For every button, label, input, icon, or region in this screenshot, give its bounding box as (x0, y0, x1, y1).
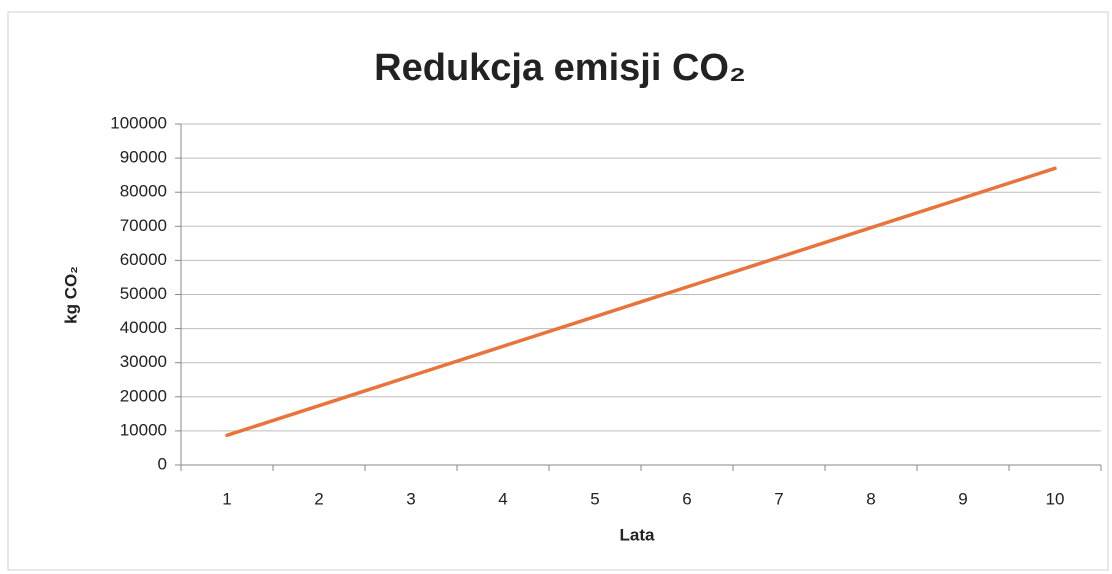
chart-frame (7, 11, 1109, 571)
y-tick-label: 100000 (110, 113, 167, 132)
y-tick-label: 40000 (120, 318, 167, 337)
x-axis-title: Lata (620, 525, 656, 544)
x-tick-label: 1 (222, 489, 231, 508)
y-tick-label: 80000 (120, 182, 167, 201)
x-tick-label: 9 (958, 489, 967, 508)
x-tick-label: 7 (774, 489, 783, 508)
x-tick-label: 3 (406, 489, 415, 508)
x-tick-label: 2 (314, 489, 323, 508)
x-tick-label: 6 (682, 489, 691, 508)
data-line (225, 166, 1057, 438)
y-axis-title: kg CO₂ (61, 266, 80, 324)
x-tick-label: 8 (866, 489, 875, 508)
chart-title: Redukcja emisji CO₂ (374, 47, 746, 89)
y-tick-label: 90000 (120, 148, 167, 167)
y-tick-label: 10000 (120, 420, 167, 439)
y-tick-label: 50000 (120, 284, 167, 303)
y-tick-label: 0 (158, 454, 167, 473)
x-tick-label: 4 (498, 489, 507, 508)
x-tick-label: 5 (590, 489, 599, 508)
x-tick-label: 10 (1046, 489, 1065, 508)
y-tick-label: 70000 (120, 216, 167, 235)
y-tick-label: 20000 (120, 386, 167, 405)
y-tick-label: 60000 (120, 250, 167, 269)
y-tick-label: 30000 (120, 352, 167, 371)
